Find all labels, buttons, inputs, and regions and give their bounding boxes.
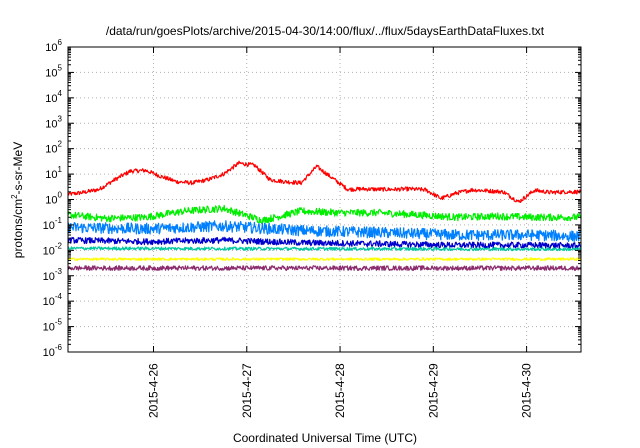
y-tick-base: 10 bbox=[43, 322, 55, 334]
y-tick-base: 10 bbox=[43, 220, 55, 232]
grid bbox=[68, 47, 581, 352]
x-tick-label: 2015-4-30 bbox=[520, 363, 534, 418]
y-axis-label-part: -s-sr-MeV bbox=[11, 142, 25, 195]
y-tick-base: 10 bbox=[45, 144, 57, 156]
y-tick-exponent: -5 bbox=[55, 318, 63, 327]
y-tick-base: 10 bbox=[45, 169, 57, 181]
y-tick-base: 10 bbox=[45, 67, 57, 79]
y-tick-label: 102 bbox=[45, 140, 62, 156]
y-tick-labels: 10-610-510-410-310-210-11001011021031041… bbox=[43, 38, 63, 359]
y-tick-label: 10-3 bbox=[43, 267, 63, 283]
y-tick-exponent: 2 bbox=[58, 140, 63, 149]
y-tick-exponent: 6 bbox=[58, 38, 63, 47]
y-tick-label: 10-6 bbox=[43, 343, 63, 359]
y-tick-label: 10-5 bbox=[43, 318, 63, 334]
y-tick-exponent: 0 bbox=[58, 191, 63, 200]
y-tick-base: 10 bbox=[45, 195, 57, 207]
y-tick-label: 10-1 bbox=[43, 216, 63, 232]
y-tick-exponent: -1 bbox=[55, 216, 63, 225]
y-tick-exponent: -4 bbox=[55, 292, 63, 301]
y-tick-base: 10 bbox=[45, 93, 57, 105]
y-tick-label: 100 bbox=[45, 191, 62, 207]
y-tick-label: 10-4 bbox=[43, 292, 63, 308]
series-line bbox=[67, 236, 582, 250]
x-axis-label: Coordinated Universal Time (UTC) bbox=[233, 431, 417, 445]
series-line bbox=[67, 204, 582, 225]
series-group bbox=[67, 160, 582, 271]
series-line bbox=[67, 265, 582, 271]
y-tick-exponent: 1 bbox=[58, 165, 63, 174]
series-line bbox=[67, 220, 582, 243]
y-tick-label: 10-2 bbox=[43, 241, 63, 257]
y-tick-exponent: 5 bbox=[58, 63, 63, 72]
chart-title: /data/run/goesPlots/archive/2015-04-30/1… bbox=[106, 24, 545, 38]
y-axis-label-superscript: 2 bbox=[10, 194, 19, 199]
y-tick-label: 103 bbox=[45, 114, 62, 130]
y-tick-exponent: -6 bbox=[55, 343, 63, 352]
y-tick-label: 104 bbox=[45, 89, 62, 105]
x-tick-label: 2015-4-28 bbox=[333, 363, 347, 418]
y-tick-exponent: -2 bbox=[55, 241, 63, 250]
y-tick-label: 105 bbox=[45, 63, 62, 79]
y-axis-label-part: protons/cm bbox=[11, 199, 25, 258]
y-tick-label: 106 bbox=[45, 38, 62, 54]
axis-ticks bbox=[68, 46, 581, 353]
y-tick-base: 10 bbox=[45, 118, 57, 130]
y-tick-exponent: 3 bbox=[58, 114, 63, 123]
y-tick-base: 10 bbox=[43, 245, 55, 257]
y-tick-label: 101 bbox=[45, 165, 62, 181]
x-tick-labels: 2015-4-26 2015-4-27 2015-4-28 2015-4-29 2015… bbox=[147, 363, 534, 418]
y-tick-exponent: 4 bbox=[58, 89, 63, 98]
x-tick-label: 2015-4-27 bbox=[240, 363, 254, 418]
series-line bbox=[67, 257, 582, 261]
y-tick-exponent: -3 bbox=[55, 267, 63, 276]
series-line bbox=[67, 160, 582, 203]
series-line bbox=[67, 246, 582, 252]
y-tick-base: 10 bbox=[43, 347, 55, 359]
y-tick-base: 10 bbox=[43, 271, 55, 283]
y-tick-base: 10 bbox=[43, 296, 55, 308]
x-tick-label: 2015-4-26 bbox=[147, 363, 161, 418]
x-tick-label: 2015-4-29 bbox=[426, 363, 440, 418]
y-axis-label: protons/cm2-s-sr-MeV bbox=[10, 142, 25, 258]
y-tick-base: 10 bbox=[45, 42, 57, 54]
